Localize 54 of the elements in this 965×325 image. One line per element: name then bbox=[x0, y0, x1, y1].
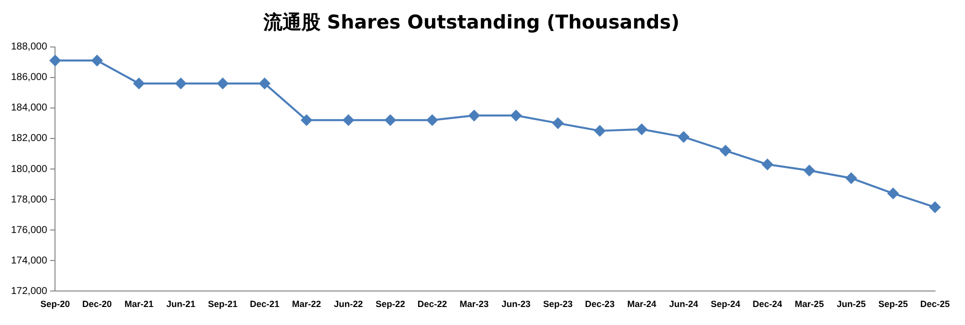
x-tick-label: Dec-22 bbox=[417, 299, 447, 310]
point bbox=[133, 78, 144, 89]
point bbox=[426, 114, 438, 126]
x-tick-label: Dec-24 bbox=[752, 299, 782, 310]
y-tick-label: 188,000 bbox=[10, 42, 48, 53]
x-tick-label: Mar-22 bbox=[292, 299, 322, 310]
point bbox=[888, 188, 899, 199]
point bbox=[510, 110, 522, 122]
point bbox=[636, 124, 648, 135]
x-tick-label: Mar-24 bbox=[627, 299, 656, 310]
x-tick-label: Jun-21 bbox=[166, 299, 196, 310]
x-tick-label: Mar-25 bbox=[794, 299, 824, 310]
y-tick-label: 184,000 bbox=[10, 102, 48, 114]
x-tick-label: Dec-20 bbox=[82, 299, 112, 310]
point bbox=[175, 78, 186, 89]
point bbox=[384, 114, 396, 126]
point bbox=[50, 55, 61, 66]
point bbox=[259, 78, 270, 89]
point bbox=[846, 172, 857, 184]
y-tick-label: 182,000 bbox=[10, 133, 48, 144]
x-tick-label: Mar-21 bbox=[124, 299, 154, 310]
x-tick-label: Jun-23 bbox=[502, 299, 531, 310]
point bbox=[301, 114, 312, 126]
point bbox=[804, 165, 815, 176]
point bbox=[468, 110, 480, 122]
point bbox=[678, 131, 690, 142]
x-tick-label: Sep-24 bbox=[710, 299, 740, 310]
point bbox=[720, 145, 732, 156]
x-tick-label: Sep-20 bbox=[40, 299, 70, 310]
point bbox=[92, 55, 103, 66]
x-tick-label: Jun-25 bbox=[836, 299, 866, 310]
y-tick-label: 176,000 bbox=[10, 224, 48, 236]
point bbox=[762, 158, 773, 170]
point bbox=[217, 78, 228, 89]
x-tick-label: Sep-23 bbox=[543, 299, 573, 310]
y-tick-label: 172,000 bbox=[10, 286, 48, 297]
y-tick-label: 174,000 bbox=[10, 255, 48, 266]
point bbox=[552, 118, 564, 129]
point bbox=[342, 114, 354, 126]
chart-title: 流通股 Shares Outstanding (Thousands) bbox=[262, 11, 680, 34]
x-tick-label: Mar-23 bbox=[460, 299, 489, 310]
x-tick-label: Dec-21 bbox=[250, 299, 280, 310]
y-tick-label: 186,000 bbox=[10, 72, 48, 84]
x-tick-label: Sep-21 bbox=[208, 299, 238, 310]
x-tick-label: Dec-25 bbox=[920, 299, 950, 310]
x-tick-label: Jun-24 bbox=[669, 299, 698, 310]
point bbox=[930, 202, 940, 213]
x-tick-label: Sep-22 bbox=[376, 299, 406, 310]
x-tick-label: Jun-22 bbox=[334, 299, 363, 310]
x-tick-label: Sep-25 bbox=[878, 299, 908, 310]
point bbox=[594, 125, 606, 136]
y-tick-label: 178,000 bbox=[10, 194, 48, 206]
y-tick-label: 180,000 bbox=[10, 164, 48, 175]
x-tick-label: Dec-23 bbox=[585, 299, 615, 310]
